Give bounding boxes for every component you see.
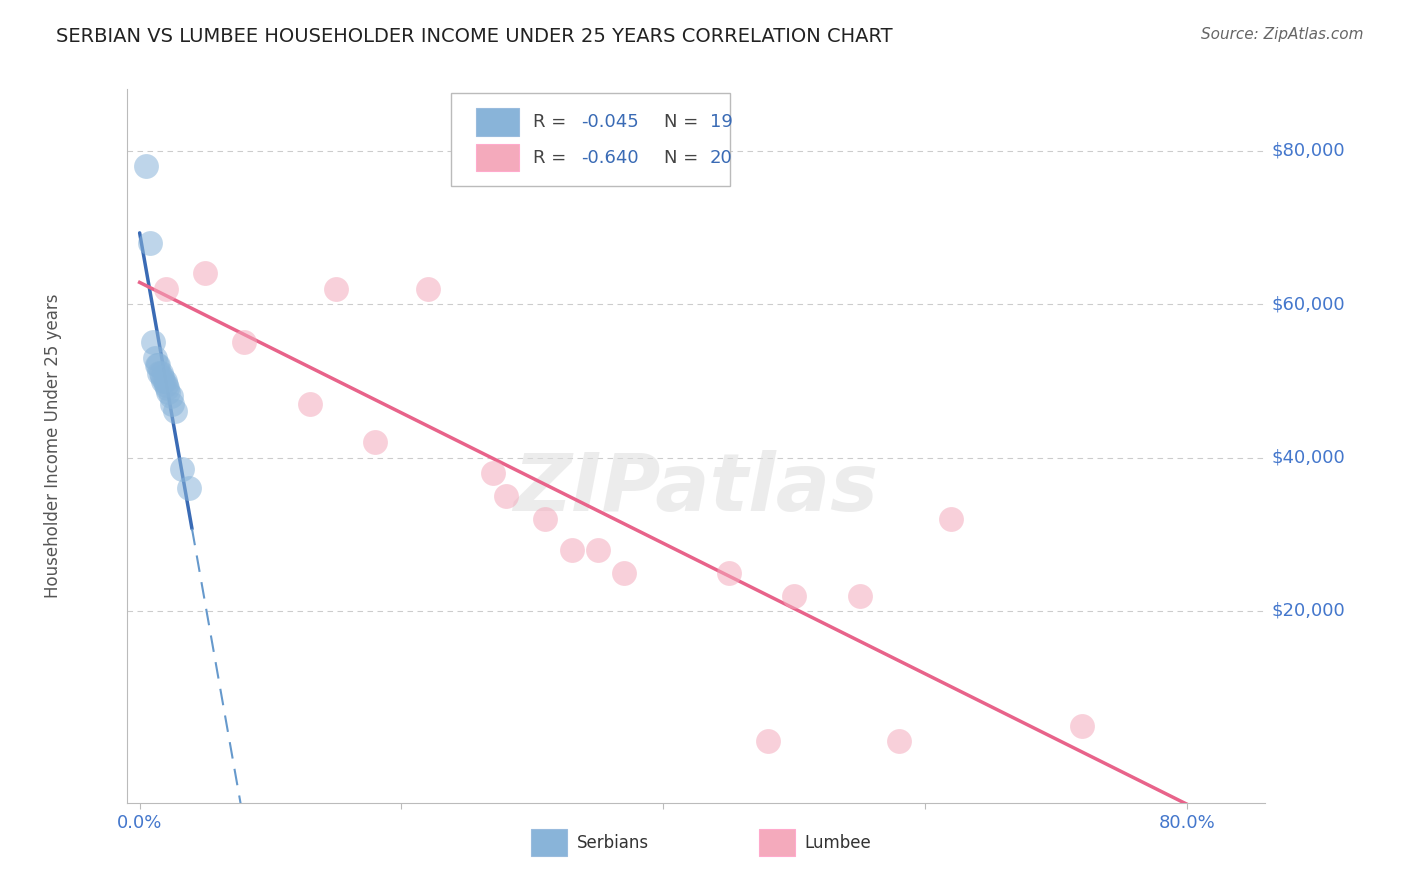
Text: R =: R = bbox=[533, 113, 572, 131]
Point bbox=[157, 385, 180, 400]
Point bbox=[717, 566, 740, 580]
Point bbox=[887, 734, 910, 748]
FancyBboxPatch shape bbox=[477, 109, 519, 136]
Text: $20,000: $20,000 bbox=[1272, 602, 1346, 620]
Point bbox=[941, 512, 963, 526]
Point bbox=[142, 335, 165, 350]
Text: R =: R = bbox=[533, 149, 572, 167]
Point bbox=[613, 566, 636, 580]
Point bbox=[783, 589, 806, 603]
Point bbox=[150, 370, 173, 384]
Point bbox=[155, 282, 177, 296]
Point bbox=[148, 366, 170, 380]
Point bbox=[152, 374, 174, 388]
Point bbox=[756, 734, 779, 748]
FancyBboxPatch shape bbox=[477, 145, 519, 171]
Point bbox=[160, 389, 183, 403]
Text: N =: N = bbox=[664, 113, 704, 131]
Point bbox=[561, 542, 583, 557]
Text: 19: 19 bbox=[710, 113, 733, 131]
Point bbox=[534, 512, 557, 526]
Text: $40,000: $40,000 bbox=[1272, 449, 1346, 467]
Text: 80.0%: 80.0% bbox=[1159, 814, 1215, 832]
Point bbox=[194, 266, 217, 280]
FancyBboxPatch shape bbox=[531, 830, 567, 856]
Point bbox=[1071, 719, 1094, 733]
Point bbox=[416, 282, 439, 296]
Text: Serbians: Serbians bbox=[576, 834, 648, 852]
Text: Source: ZipAtlas.com: Source: ZipAtlas.com bbox=[1201, 27, 1364, 42]
FancyBboxPatch shape bbox=[451, 93, 730, 186]
Point bbox=[482, 466, 505, 480]
Point bbox=[139, 235, 162, 250]
Point bbox=[586, 542, 609, 557]
Point bbox=[325, 282, 347, 296]
Text: SERBIAN VS LUMBEE HOUSEHOLDER INCOME UNDER 25 YEARS CORRELATION CHART: SERBIAN VS LUMBEE HOUSEHOLDER INCOME UND… bbox=[56, 27, 893, 45]
Point bbox=[233, 335, 256, 350]
Point bbox=[135, 159, 157, 173]
FancyBboxPatch shape bbox=[759, 830, 794, 856]
Point bbox=[163, 404, 186, 418]
Text: -0.045: -0.045 bbox=[581, 113, 638, 131]
Point bbox=[364, 435, 387, 450]
Text: -0.640: -0.640 bbox=[581, 149, 638, 167]
Point bbox=[179, 481, 201, 495]
Point bbox=[145, 359, 167, 373]
Point bbox=[170, 462, 193, 476]
Point bbox=[153, 374, 176, 388]
Point bbox=[162, 397, 184, 411]
Text: $60,000: $60,000 bbox=[1272, 295, 1346, 313]
Text: ZIPatlas: ZIPatlas bbox=[513, 450, 879, 528]
Point bbox=[143, 351, 166, 365]
Point bbox=[149, 366, 172, 380]
Point bbox=[155, 377, 177, 392]
Text: 20: 20 bbox=[710, 149, 733, 167]
Point bbox=[495, 489, 517, 503]
Text: Householder Income Under 25 years: Householder Income Under 25 years bbox=[44, 293, 62, 599]
Point bbox=[298, 397, 321, 411]
Text: $80,000: $80,000 bbox=[1272, 142, 1346, 160]
Point bbox=[146, 359, 169, 373]
Text: 0.0%: 0.0% bbox=[117, 814, 162, 832]
Point bbox=[848, 589, 870, 603]
Point bbox=[156, 381, 179, 395]
Text: Lumbee: Lumbee bbox=[804, 834, 870, 852]
Text: N =: N = bbox=[664, 149, 704, 167]
